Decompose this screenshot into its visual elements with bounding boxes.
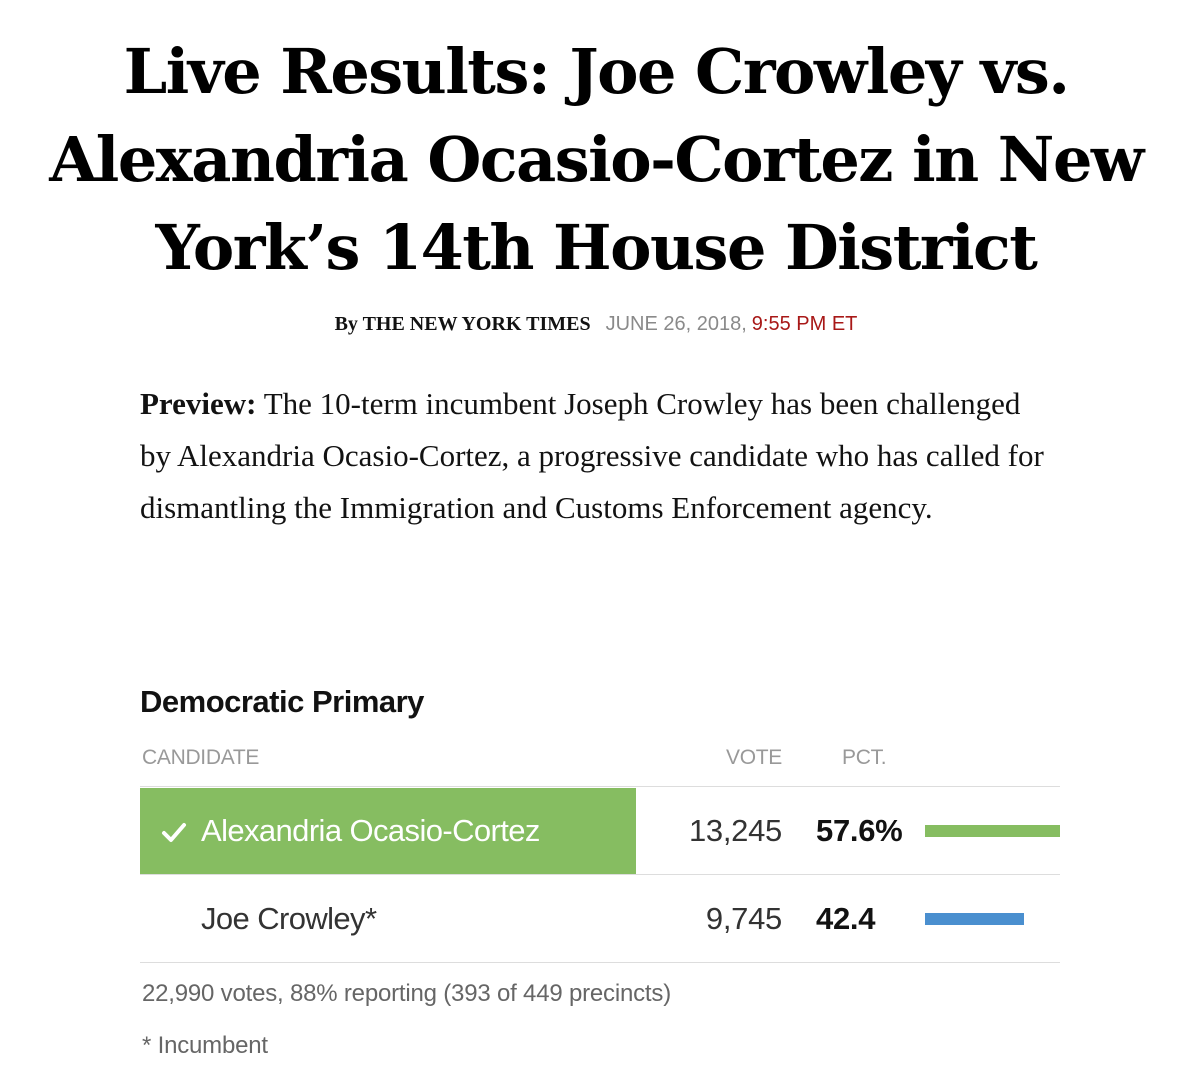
candidate-name-cell: Joe Crowley* (140, 876, 636, 962)
candidate-name: Alexandria Ocasio-Cortez (201, 813, 540, 848)
check-icon (162, 823, 186, 842)
byline-date: JUNE 26, 2018, (605, 313, 747, 335)
candidate-votes: 9,745 (705, 901, 782, 936)
candidate-pct: 42.4 (816, 901, 876, 936)
row-divider (140, 962, 1060, 963)
race-title: Democratic Primary (140, 684, 424, 719)
preview-label: Preview: (140, 386, 257, 421)
candidate-votes: 13,245 (688, 813, 782, 848)
candidate-name: Joe Crowley* (201, 901, 377, 936)
pct-bar (925, 825, 1060, 837)
byline: By THE NEW YORK TIMES JUNE 26, 2018, 9:5… (0, 310, 1192, 338)
result-row-crowley: Joe Crowley* 9,745 42.4 (140, 876, 1060, 962)
column-header-candidate: CANDIDATE (142, 746, 260, 769)
column-header-pct: PCT. (842, 746, 887, 769)
preview-text: The 10-term incumbent Joseph Crowley has… (140, 386, 1044, 525)
winner-name-cell: Alexandria Ocasio-Cortez (140, 788, 636, 874)
candidate-pct: 57.6% (816, 813, 903, 848)
column-header-vote: VOTE (726, 746, 782, 769)
byline-author[interactable]: By THE NEW YORK TIMES (334, 313, 591, 335)
pct-bar (925, 913, 1060, 925)
reporting-status: 22,990 votes, 88% reporting (393 of 449 … (142, 980, 671, 1007)
pct-bar-fill (925, 913, 1024, 925)
preview-paragraph: Preview: The 10-term incumbent Joseph Cr… (140, 378, 1055, 534)
result-row-ocasio-cortez: Alexandria Ocasio-Cortez 13,245 57.6% (140, 788, 1060, 874)
headline: Live Results: Joe Crowley vs. Alexandria… (49, 35, 1144, 284)
byline-time: 9:55 PM ET (751, 313, 858, 335)
incumbent-footnote: * Incumbent (142, 1032, 268, 1059)
header-divider (140, 786, 1060, 787)
pct-bar-fill (925, 825, 1060, 837)
row-divider (140, 874, 1060, 875)
